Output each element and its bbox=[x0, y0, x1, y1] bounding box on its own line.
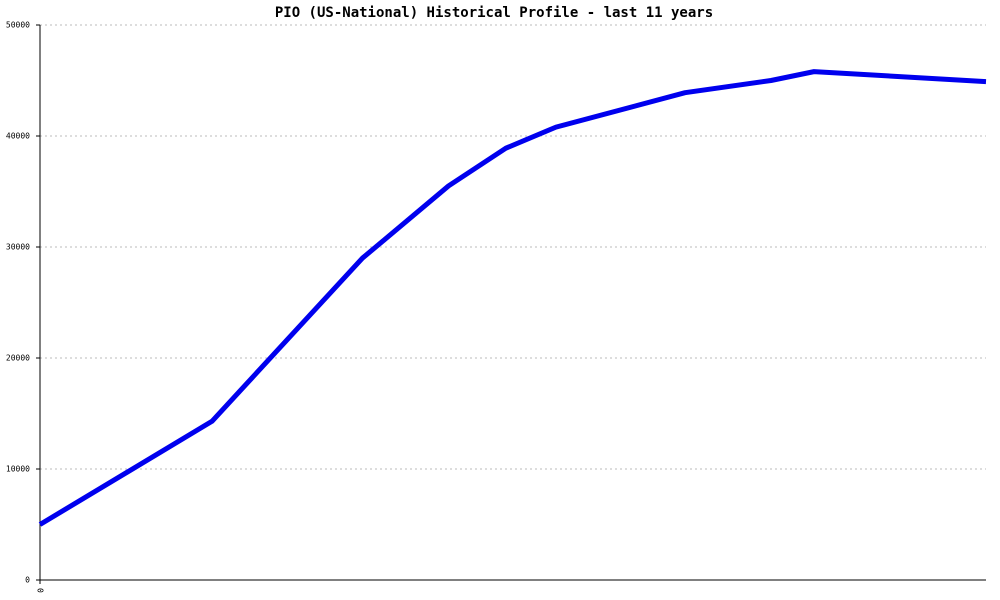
y-tick-label: 10000 bbox=[6, 465, 30, 474]
x-tick-label: 0 bbox=[36, 588, 45, 593]
y-tick-label: 30000 bbox=[6, 243, 30, 252]
chart-title: PIO (US-National) Historical Profile - l… bbox=[275, 5, 713, 21]
y-tick-label: 50000 bbox=[6, 21, 30, 30]
y-tick-label: 20000 bbox=[6, 354, 30, 363]
y-tick-label: 40000 bbox=[6, 132, 30, 141]
line bbox=[38, 69, 987, 527]
y-tick-label: 0 bbox=[25, 576, 30, 585]
